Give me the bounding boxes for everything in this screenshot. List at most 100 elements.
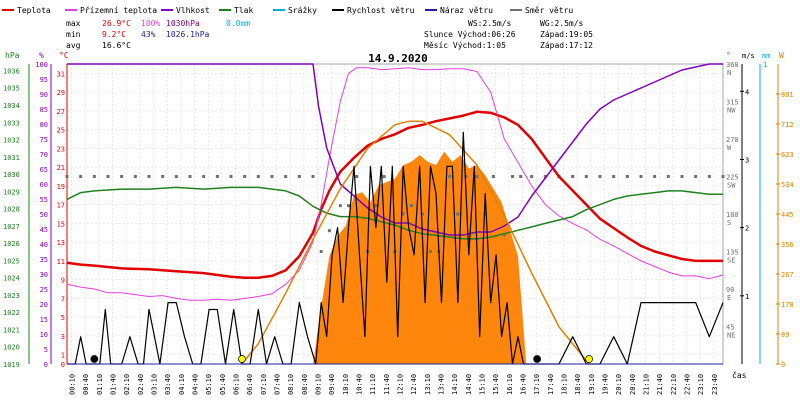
x-tick-26: 12:40 xyxy=(410,374,418,395)
legend-label-2: Přízemní teplota xyxy=(80,6,157,15)
marker-dot-2 xyxy=(238,355,246,363)
x-tick-16: 07:40 xyxy=(274,374,282,395)
marker-dot-1 xyxy=(90,355,99,363)
wind-dir-point-6 xyxy=(133,175,137,178)
wind-dir-point-27 xyxy=(382,175,386,178)
x-tick-40: 19:40 xyxy=(602,374,610,395)
humidity-tick-3: 90 xyxy=(40,91,48,99)
unit-pct: % xyxy=(39,51,44,60)
temp-tick-10: 13 xyxy=(57,239,65,247)
pressure-tick-11: 1026 xyxy=(3,240,20,248)
x-tick-15: 07:10 xyxy=(260,374,268,395)
astro-panel: WS:2.5m/s WG:2.5m/s Slunce Východ:06:26 … xyxy=(424,19,593,50)
temp-tick-13: 7 xyxy=(61,295,65,303)
x-tick-19: 09:10 xyxy=(315,374,323,395)
wind-dir-point-23 xyxy=(347,204,351,208)
wind-dir-point-42 xyxy=(519,175,523,178)
humidity-tick-16: 25 xyxy=(40,286,48,294)
temp-tick-11: 11 xyxy=(57,258,65,266)
solar-tick-9: 89 xyxy=(781,331,789,339)
wind-dir-point-43 xyxy=(530,175,534,178)
wind-dir-point-13 xyxy=(229,175,233,178)
pressure-tick-17: 1020 xyxy=(3,344,20,352)
stats-avg-label: avg xyxy=(66,41,81,50)
stats-min-humidity: 43% xyxy=(141,30,156,39)
rain-tick-1: 1 xyxy=(763,61,767,69)
wind-dir-point-57 xyxy=(721,175,725,178)
wind-dir-point-40 xyxy=(502,233,506,237)
humidity-tick-17: 20 xyxy=(40,301,48,309)
wind-dir-point-38 xyxy=(483,212,487,216)
pressure-tick-2: 1035 xyxy=(3,85,20,93)
dir-tick-2: 315 xyxy=(726,99,739,107)
x-tick-17: 08:10 xyxy=(287,374,295,395)
wind-dir-point-48 xyxy=(598,175,602,178)
temp-tick-8: 17 xyxy=(57,202,65,210)
dir-tick-8: 45 xyxy=(726,324,734,332)
wind-dir-point-34 xyxy=(448,175,452,178)
dir-label-4: SW xyxy=(727,182,736,190)
x-tick-1: 00:10 xyxy=(69,374,77,395)
x-tick-3: 01:10 xyxy=(96,374,104,395)
pressure-tick-7: 1030 xyxy=(3,171,20,179)
temp-tick-5: 23 xyxy=(57,145,65,153)
legend-label-8: Směr větru xyxy=(525,6,573,15)
x-tick-36: 17:40 xyxy=(547,374,555,395)
marker-dot-3 xyxy=(533,355,541,363)
solar-tick-4: 534 xyxy=(781,181,794,189)
temp-tick-2: 29 xyxy=(57,89,65,97)
x-tick-18: 08:40 xyxy=(301,374,309,395)
stats-max-label: max xyxy=(66,19,81,28)
pressure-tick-4: 1033 xyxy=(3,119,20,127)
x-tick-46: 22:40 xyxy=(684,374,692,395)
pressure-tick-10: 1027 xyxy=(3,223,20,231)
humidity-tick-20: 5 xyxy=(44,346,48,354)
solar-tick-10: 0 xyxy=(781,361,785,369)
solar-tick-5: 445 xyxy=(781,211,794,219)
humidity-tick-4: 85 xyxy=(40,106,48,114)
pressure-tick-6: 1031 xyxy=(3,154,20,162)
legend: Teplota Přízemní teplota Vlhkost Tlak Srážky… xyxy=(2,6,573,15)
humidity-tick-12: 45 xyxy=(40,226,48,234)
legend-label-3: Vlhkost xyxy=(176,6,210,15)
humidity-tick-2: 95 xyxy=(40,76,48,84)
wind-dir-point-18 xyxy=(297,175,301,178)
humidity-tick-15: 30 xyxy=(40,271,48,279)
humidity-tick-6: 75 xyxy=(40,136,48,144)
wind-dir-point-19 xyxy=(311,175,315,178)
humidity-tick-7: 70 xyxy=(40,151,48,159)
pressure-tick-1: 1036 xyxy=(3,67,20,75)
x-tick-34: 16:40 xyxy=(520,374,528,395)
x-tick-25: 12:10 xyxy=(397,374,405,395)
wind-dir-point-41 xyxy=(511,175,515,178)
wind-tick-1: 4 xyxy=(745,88,749,96)
axis-units: hPa % °C ° m/s mm W čas xyxy=(5,51,784,380)
temp-tick-16: 1 xyxy=(61,352,65,360)
x-tick-44: 21:40 xyxy=(656,374,664,395)
x-tick-33: 16:10 xyxy=(506,374,514,395)
wind-dir-point-36 xyxy=(464,175,468,178)
wind-dir-point-53 xyxy=(666,175,670,178)
x-tick-38: 18:40 xyxy=(574,374,582,395)
dir-label-5: S xyxy=(727,219,731,227)
humidity-tick-9: 60 xyxy=(40,181,48,189)
dir-label-1: N xyxy=(727,69,731,77)
stats-min-label: min xyxy=(66,30,81,39)
x-tick-5: 02:10 xyxy=(123,374,131,395)
humidity-tick-5: 80 xyxy=(40,121,48,129)
wind-dir-point-29 xyxy=(401,212,405,216)
x-tick-31: 15:10 xyxy=(479,374,487,395)
temp-tick-14: 5 xyxy=(61,314,65,322)
stats-max-humidity: 100% xyxy=(141,19,160,28)
x-tick-37: 18:10 xyxy=(561,374,569,395)
wind-dir-point-30 xyxy=(409,204,413,208)
x-tick-12: 05:40 xyxy=(219,374,227,395)
x-tick-13: 06:10 xyxy=(233,374,241,395)
x-tick-6: 02:40 xyxy=(137,374,145,395)
dir-label-8: NE xyxy=(727,332,735,340)
solar-tick-8: 178 xyxy=(781,301,794,309)
astro-ws: WS:2.5m/s xyxy=(468,19,512,28)
humidity-tick-18: 15 xyxy=(40,316,48,324)
x-tick-32: 15:40 xyxy=(492,374,500,395)
wind-dir-point-9 xyxy=(174,175,178,178)
